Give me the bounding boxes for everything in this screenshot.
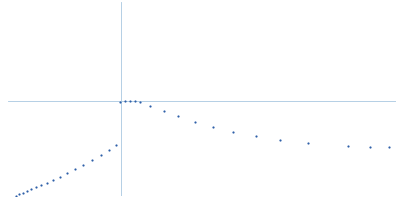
Point <box>33 185 39 189</box>
Point <box>147 104 153 108</box>
Point <box>38 183 44 187</box>
Point <box>72 167 78 171</box>
Point <box>161 109 167 113</box>
Point <box>117 100 123 104</box>
Point <box>386 145 392 149</box>
Point <box>24 189 30 193</box>
Point <box>64 171 70 175</box>
Point <box>89 158 95 162</box>
Point <box>253 134 259 138</box>
Point <box>137 100 143 104</box>
Point <box>10 196 16 200</box>
Point <box>398 143 400 147</box>
Point <box>132 99 138 103</box>
Point <box>127 99 133 103</box>
Point <box>367 145 373 149</box>
Point <box>13 194 19 198</box>
Point <box>175 114 181 118</box>
Point <box>28 187 34 191</box>
Point <box>192 120 198 124</box>
Point <box>98 153 104 157</box>
Point <box>230 130 236 134</box>
Point <box>113 143 119 147</box>
Point <box>57 175 63 179</box>
Point <box>80 163 86 167</box>
Point <box>305 141 311 145</box>
Point <box>106 148 112 152</box>
Point <box>277 138 283 142</box>
Point <box>16 192 22 196</box>
Point <box>20 191 26 195</box>
Point <box>44 181 50 185</box>
Point <box>122 99 128 103</box>
Point <box>210 125 216 129</box>
Point <box>50 178 56 182</box>
Point <box>345 144 351 148</box>
